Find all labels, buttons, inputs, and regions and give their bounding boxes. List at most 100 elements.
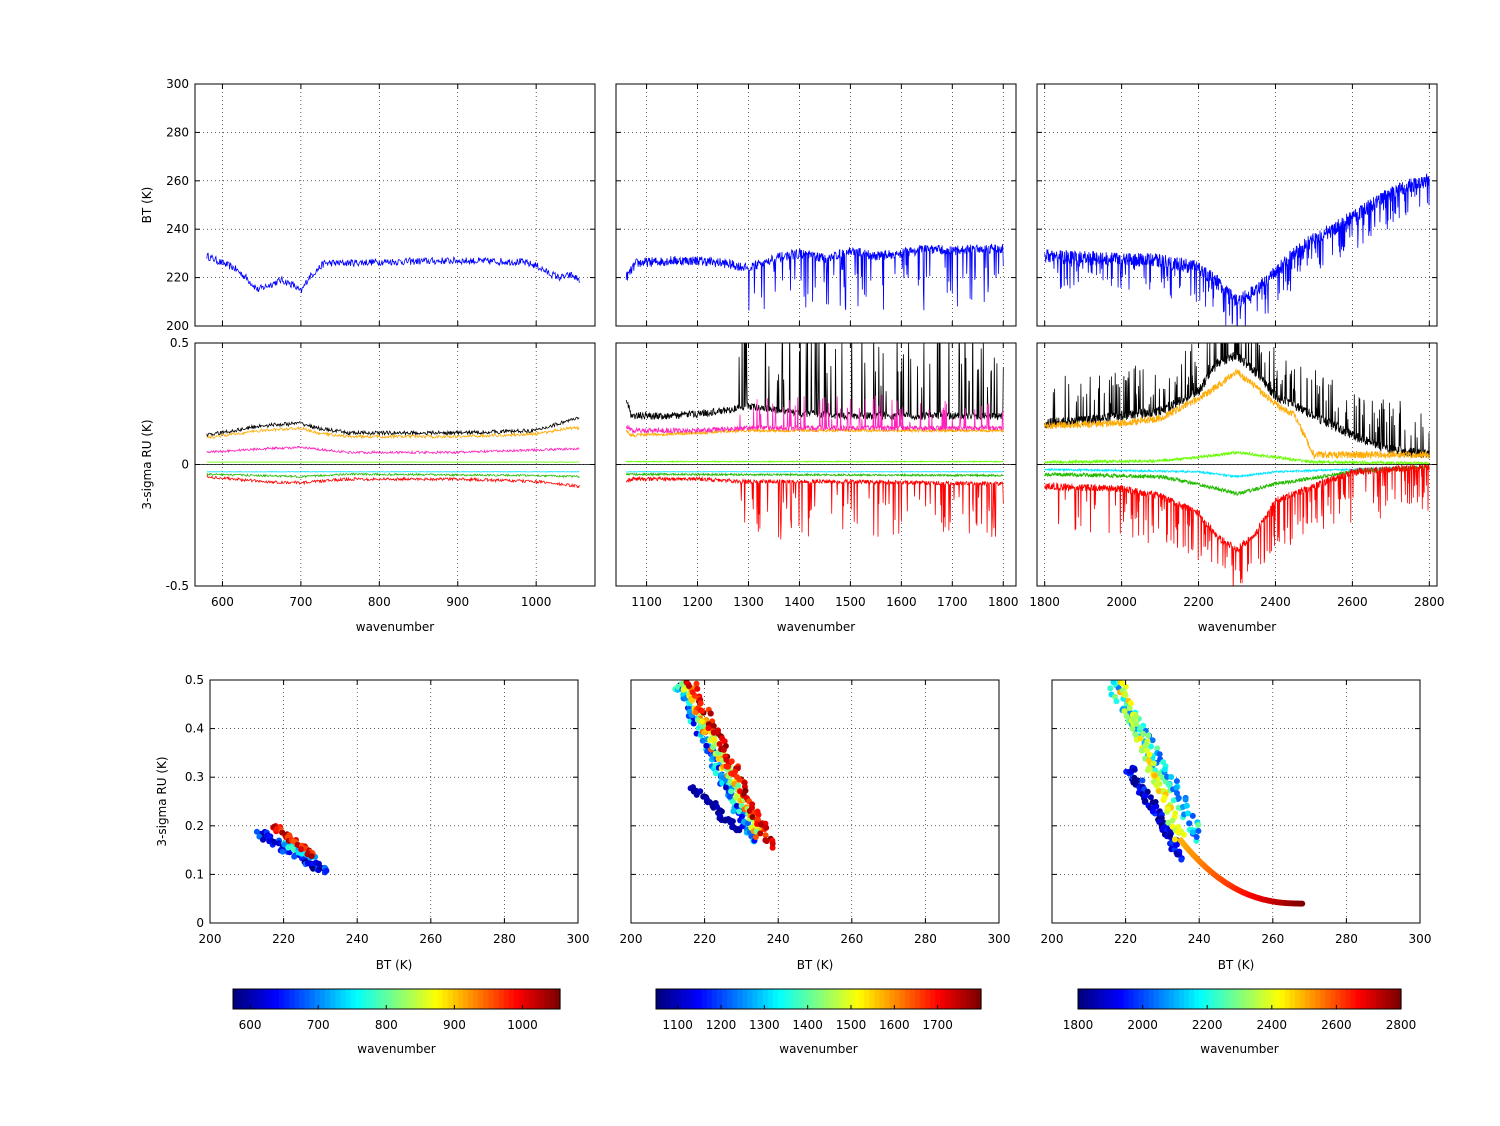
colorbar-swatch: [1395, 989, 1402, 1009]
series-line-3: [625, 460, 1004, 464]
series-line-0: [1044, 343, 1430, 458]
scatter-point: [1159, 774, 1166, 781]
colorbar-swatch: [1345, 989, 1352, 1009]
colorbar-swatch: [422, 989, 428, 1009]
scatter-point: [1172, 836, 1178, 843]
scatter-point: [1152, 799, 1159, 805]
colorbar-swatch: [442, 989, 449, 1009]
plot-area: [206, 416, 580, 489]
colorbar-swatch: [350, 989, 357, 1009]
x-tick-label: 260: [1261, 932, 1284, 946]
x-tick-label: 900: [446, 595, 469, 609]
scatter-point: [721, 738, 728, 745]
colorbar-swatch: [935, 989, 941, 1009]
x-tick-label: 1200: [682, 595, 713, 609]
colorbar-swatch: [289, 989, 295, 1009]
x-tick-label: 1800: [1029, 595, 1060, 609]
colorbar-tick-label: 2000: [1127, 1018, 1158, 1032]
scatter-point: [1150, 760, 1157, 767]
colorbar-swatch: [335, 989, 341, 1009]
scatter-point: [711, 736, 718, 743]
colorbar-swatch: [248, 989, 255, 1009]
colorbar-swatch: [473, 989, 479, 1009]
colorbar-tick-label: 1000: [507, 1018, 538, 1032]
colorbar-swatch: [447, 989, 454, 1009]
series-line-5: [206, 472, 580, 479]
scatter-point: [1164, 805, 1171, 812]
colorbar-swatch: [1365, 989, 1372, 1009]
colorbar-swatch: [975, 989, 982, 1009]
x-axis-label: wavenumber: [777, 620, 856, 634]
colorbar-tick-label: 2400: [1257, 1018, 1288, 1032]
scatter-point: [260, 836, 266, 843]
scatter-point: [1145, 732, 1152, 739]
colorbar-sc-lw: 600 700 800 900 1000 wavenumber: [232, 988, 561, 1056]
colorbar-swatch: [767, 989, 774, 1009]
colorbar-swatch: [1098, 989, 1104, 1009]
scatter-point: [1142, 793, 1149, 800]
scatter-point: [749, 814, 756, 820]
axes-frame: [615, 83, 1017, 327]
scatter-point: [266, 833, 273, 840]
scatter-point: [1183, 802, 1190, 809]
scatter-point: [699, 737, 706, 744]
colorbar-swatch: [884, 989, 891, 1009]
scatter-point: [1140, 730, 1146, 737]
scatter-point: [712, 770, 719, 777]
scatter-point: [1144, 788, 1151, 795]
x-tick-label: 1300: [733, 595, 764, 609]
axes-frame: [1051, 679, 1421, 924]
colorbar-swatch: [273, 989, 280, 1009]
panel-ru-lw: 600 700 800 900 1000 -0.5 0 0.5 wavenumber 3-sigm…: [140, 336, 596, 634]
colorbar-swatch: [930, 989, 936, 1009]
colorbar-swatch: [788, 989, 794, 1009]
scatter-point: [680, 686, 687, 693]
colorbar-swatch: [493, 989, 500, 1009]
colorbar-swatch: [1138, 989, 1145, 1009]
colorbar-swatch: [1269, 989, 1276, 1009]
colorbar-swatch: [1133, 989, 1140, 1009]
scatter-point: [697, 700, 704, 707]
scatter-point: [1156, 780, 1163, 787]
scatter-point: [290, 846, 297, 853]
scatter-point: [1142, 798, 1149, 805]
y-axis-label: BT (K): [140, 187, 154, 224]
colorbar-swatch: [529, 989, 536, 1009]
colorbar-swatch: [1360, 989, 1367, 1009]
colorbar-swatch: [950, 989, 957, 1009]
scatter-point: [1116, 673, 1122, 679]
scatter-point: [1143, 741, 1150, 748]
series-line-3: [206, 461, 580, 463]
colorbar-swatch: [284, 989, 290, 1009]
colorbar-swatch: [411, 989, 418, 1009]
colorbar-swatch: [304, 989, 311, 1009]
y-tick-label: 0: [196, 916, 204, 930]
colorbar-swatch: [920, 989, 926, 1009]
scatter-point: [1172, 810, 1179, 817]
colorbar-swatch: [894, 989, 901, 1009]
axes-frame: [194, 83, 596, 327]
scatter-point: [1195, 822, 1202, 828]
scatter-point: [1189, 812, 1196, 819]
colorbar-swatch: [1178, 989, 1185, 1009]
colorbar-swatch: [691, 989, 698, 1009]
colorbar-swatch: [716, 989, 723, 1009]
colorbar-swatch: [1199, 989, 1205, 1009]
axes-frame: [630, 679, 1000, 924]
colorbar-swatch: [370, 989, 377, 1009]
colorbar-frame: [232, 988, 561, 1010]
colorbar-tick-label: 2800: [1386, 1018, 1417, 1032]
colorbar-swatch: [1315, 989, 1321, 1009]
colorbar-tick-label: 1300: [749, 1018, 780, 1032]
panel-sc-lw: 200 220 240 260 280 300 0 0.1 0.2 0.3 0.4 0.5 BT (K)…: [155, 673, 589, 972]
y-tick-label: 280: [166, 125, 189, 139]
colorbar-swatch: [1158, 989, 1165, 1009]
colorbar-swatch: [1375, 989, 1382, 1009]
axes-frame: [1036, 83, 1438, 327]
colorbar-swatch: [238, 989, 244, 1009]
colorbar-swatch: [345, 989, 352, 1009]
colorbar-swatch: [889, 989, 896, 1009]
colorbar-swatch: [1088, 989, 1094, 1009]
colorbar-swatch: [1128, 989, 1135, 1009]
